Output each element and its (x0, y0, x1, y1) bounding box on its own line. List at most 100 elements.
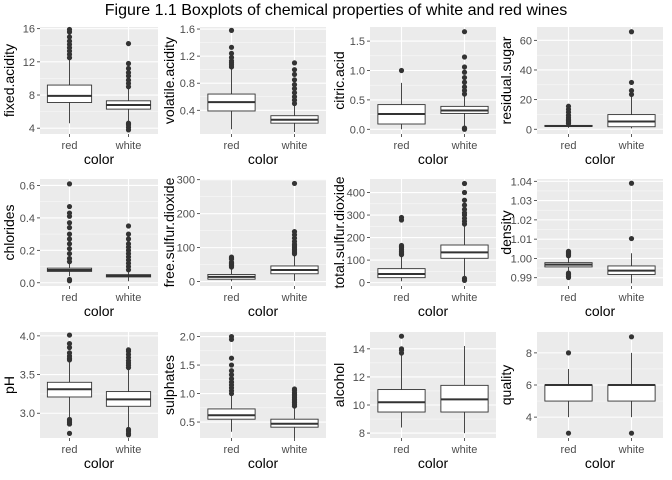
y-axis-title: density (498, 210, 514, 254)
outlier-point (291, 67, 298, 73)
outlier-point (125, 236, 132, 242)
x-axis-title: color (418, 151, 449, 167)
outlier-point (565, 350, 572, 356)
outlier-point (228, 362, 235, 368)
x-tick-label: red (224, 140, 240, 152)
y-axis-title: sulphates (161, 355, 177, 415)
outlier-point (66, 250, 73, 257)
y-tick-label: 0.0 (350, 124, 365, 136)
outlier-point (461, 64, 468, 70)
outlier-point (66, 38, 73, 44)
outlier-point (125, 231, 132, 237)
outlier-point (291, 94, 298, 100)
y-tick-label: 2.0 (180, 332, 195, 344)
y-tick-label: 0.4 (180, 105, 195, 117)
x-tick-label: red (62, 140, 78, 152)
box-red (207, 27, 256, 130)
x-axis-title: color (248, 455, 279, 471)
box-iqr (607, 384, 656, 402)
box-white (270, 60, 319, 132)
box-white (105, 223, 152, 282)
box-red (544, 103, 593, 128)
outlier-point (565, 430, 572, 436)
x-axis-title: color (585, 303, 616, 319)
y-tick-label: 1.01 (511, 234, 532, 246)
outlier-point (66, 332, 73, 338)
y-tick-label: 60 (520, 35, 532, 47)
outlier-point (228, 50, 235, 57)
y-tick-label: 0.2 (20, 245, 35, 257)
outlier-point (125, 347, 132, 353)
y-axis-title: quality (498, 365, 514, 405)
x-tick-label: white (618, 444, 645, 456)
y-tick-label: 0.6 (20, 180, 35, 192)
box-red (544, 350, 593, 436)
box-red (544, 248, 593, 281)
outlier-point (66, 26, 73, 33)
outlier-point (125, 77, 132, 83)
outlier-point (125, 60, 132, 67)
x-axis-title: color (84, 151, 115, 167)
x-tick-label: white (281, 292, 308, 304)
y-axis-title: volatile.acidity (161, 37, 177, 124)
box-red (46, 332, 93, 436)
outlier-point (461, 84, 468, 90)
y-tick-label: 1.6 (180, 24, 195, 36)
y-tick-label: 12 (23, 57, 35, 69)
outlier-point (228, 372, 235, 378)
y-tick-label: 1.0 (180, 389, 195, 401)
outlier-point (66, 246, 73, 252)
y-tick-label: 3.5 (20, 370, 35, 382)
outlier-point (228, 333, 235, 340)
outlier-point (398, 346, 405, 352)
outlier-point (461, 29, 468, 35)
outlier-point (461, 69, 468, 75)
x-tick-label: red (62, 444, 78, 456)
outlier-point (461, 74, 468, 81)
outlier-point (565, 103, 572, 109)
y-tick-label: 200 (347, 233, 365, 245)
x-axis-title: color (418, 303, 449, 319)
x-axis-title: color (418, 455, 449, 471)
box-red (207, 333, 256, 432)
x-axis-title: color (585, 151, 616, 167)
outlier-point (291, 77, 298, 83)
y-axis-title: residual.sugar (498, 36, 514, 124)
box-iqr (377, 389, 426, 413)
y-tick-label: 20 (520, 95, 532, 107)
y-axis-title: citric.acid (331, 51, 347, 109)
box-red (207, 254, 256, 282)
y-tick-label: 4 (526, 412, 532, 424)
box-iqr (544, 384, 593, 402)
y-tick-label: 0.8 (180, 78, 195, 90)
y-tick-label: 14 (353, 344, 365, 356)
outlier-point (66, 350, 73, 356)
y-tick-label: 300 (177, 175, 195, 187)
outlier-point (66, 34, 73, 40)
outlier-point (628, 235, 635, 242)
outlier-point (628, 430, 635, 436)
box-white (440, 346, 489, 434)
y-axis-title: fixed.acidity (1, 44, 17, 117)
box-red (377, 67, 426, 130)
outlier-point (628, 87, 635, 94)
box-white (607, 180, 656, 284)
y-axis-title: free.sulfur.dioxide (161, 177, 177, 287)
x-tick-label: white (115, 140, 142, 152)
y-tick-label: 0.99 (511, 273, 532, 285)
outlier-point (461, 275, 468, 281)
outlier-point (291, 86, 298, 92)
y-tick-label: 8 (526, 348, 532, 360)
box-red (377, 333, 426, 428)
box-iqr (207, 408, 256, 420)
outlier-point (398, 214, 405, 221)
box-white (105, 347, 152, 438)
